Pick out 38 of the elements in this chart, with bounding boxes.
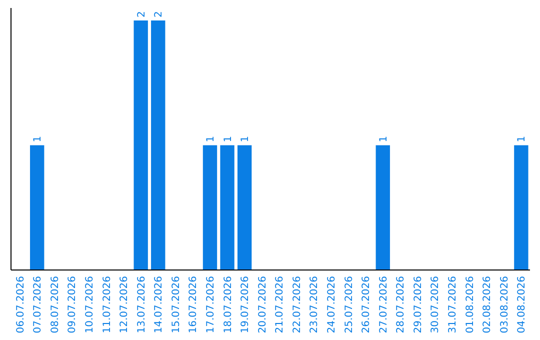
data-label: 1 bbox=[205, 136, 216, 142]
x-tick-label: 10.07.2026 bbox=[84, 276, 96, 334]
x-tick-label: 12.07.2026 bbox=[119, 276, 130, 334]
x-tick-label: 18.07.2026 bbox=[222, 276, 234, 334]
x-tick-label: 14.07.2026 bbox=[154, 276, 165, 334]
x-tick-label: 08.07.2026 bbox=[50, 276, 61, 334]
x-tick-label: 22.07.2026 bbox=[292, 276, 303, 334]
x-tick-label: 04.08.2026 bbox=[516, 276, 528, 334]
data-label: 2 bbox=[154, 11, 165, 18]
x-tick-label: 21.07.2026 bbox=[274, 276, 286, 334]
x-tick-label: 27.07.2026 bbox=[378, 276, 390, 334]
data-label: 1 bbox=[222, 136, 234, 142]
x-tick-label: 23.07.2026 bbox=[309, 276, 320, 334]
x-tick-label: 31.07.2026 bbox=[448, 276, 459, 334]
data-label: 2 bbox=[136, 11, 148, 18]
x-tick-label: 29.07.2026 bbox=[412, 276, 424, 334]
x-tick-label: 16.07.2026 bbox=[188, 276, 200, 334]
x-tick-label: 28.07.2026 bbox=[396, 276, 407, 334]
x-tick-label: 30.07.2026 bbox=[430, 276, 442, 334]
x-tick-label: 01.08.2026 bbox=[464, 276, 476, 334]
x-tick-label: 13.07.2026 bbox=[136, 276, 148, 334]
x-tick-label: 09.07.2026 bbox=[67, 276, 78, 334]
data-label: 1 bbox=[378, 136, 390, 142]
x-tick-label: 15.07.2026 bbox=[170, 276, 182, 334]
x-tick-label: 26.07.2026 bbox=[361, 276, 372, 334]
x-tick-label: 07.07.2026 bbox=[32, 276, 44, 334]
x-tick-label: 20.07.2026 bbox=[257, 276, 268, 334]
data-label: 1 bbox=[240, 136, 252, 142]
x-tick-label: 06.07.2026 bbox=[15, 276, 26, 334]
x-tick-label: 17.07.2026 bbox=[205, 276, 216, 334]
x-tick-label: 02.08.2026 bbox=[482, 276, 494, 334]
x-tick-label: 19.07.2026 bbox=[240, 276, 252, 334]
x-tick-label: 24.07.2026 bbox=[326, 276, 338, 334]
data-label: 1 bbox=[32, 136, 44, 142]
x-tick-label: 03.08.2026 bbox=[499, 276, 510, 334]
x-tick-label: 11.07.2026 bbox=[102, 276, 113, 334]
data-label: 1 bbox=[516, 136, 528, 142]
x-tick-label: 25.07.2026 bbox=[344, 276, 355, 334]
